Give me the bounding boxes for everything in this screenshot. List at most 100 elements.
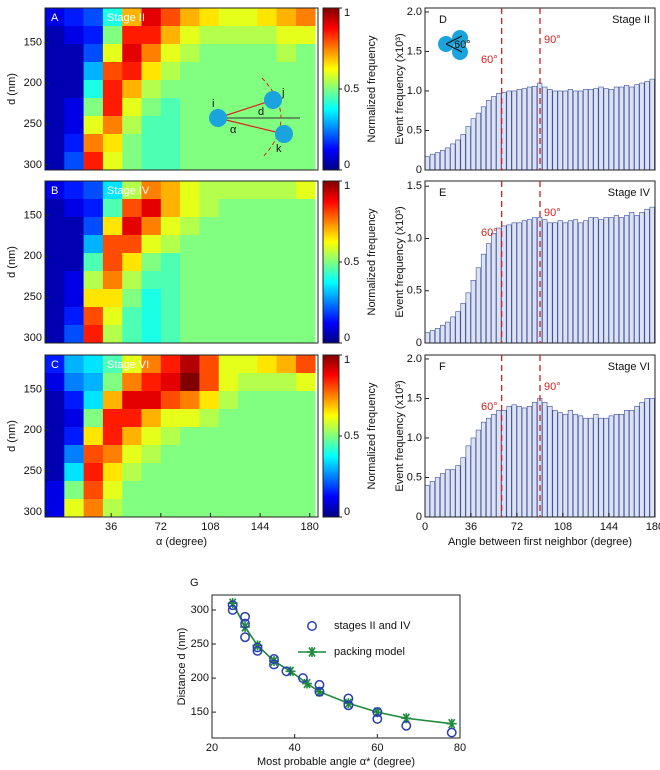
heatmap-cell <box>64 98 84 117</box>
heatmap-cell <box>257 355 277 374</box>
heatmap-cell <box>122 181 142 200</box>
data-point <box>372 713 383 724</box>
heatmap-cell <box>160 481 181 500</box>
heatmap-cell <box>122 116 142 135</box>
marker-label: 60° <box>481 401 498 413</box>
bar <box>644 398 650 518</box>
heatmap-cell <box>141 235 162 254</box>
heatmap-cell <box>141 373 162 392</box>
heatmap-cell <box>122 199 142 218</box>
heatmap-cell <box>199 217 220 236</box>
heatmap-cell <box>276 253 297 272</box>
y-tick-label: 0.5 <box>407 471 422 483</box>
y-tick-label: 1.5 <box>407 180 422 192</box>
heatmap-cell <box>122 217 142 236</box>
heatmap-cell <box>218 409 239 428</box>
bar <box>639 212 645 344</box>
heatmap-cell <box>45 307 65 326</box>
heatmap-cell <box>64 481 84 500</box>
heatmap-cell <box>64 325 84 344</box>
bar <box>475 429 481 518</box>
bar <box>547 406 553 518</box>
bar <box>644 208 650 344</box>
heatmap-cell <box>83 463 104 482</box>
heatmap-cell <box>141 253 162 272</box>
heatmap-cell <box>276 152 297 171</box>
heatmap-cell <box>295 199 316 218</box>
bar <box>450 143 456 171</box>
bar <box>644 81 650 171</box>
heatmap-cell <box>122 481 142 500</box>
heatmap-cell <box>199 44 220 63</box>
bar <box>613 215 619 344</box>
y-axis-label: d (nm) <box>6 73 18 105</box>
heatmap-cell <box>257 134 277 153</box>
heatmap-cell <box>64 181 84 200</box>
heatmap-cell <box>295 44 316 63</box>
bar <box>542 402 548 518</box>
bar <box>572 219 579 344</box>
colorbar-tick-label: 1 <box>344 354 350 366</box>
heatmap-cell <box>83 307 104 326</box>
heatmap-cell <box>64 199 84 218</box>
y-axis-label: d (nm) <box>6 420 18 452</box>
heatmap-cell <box>160 373 181 392</box>
heatmap-cell <box>180 217 200 236</box>
heatmap-cell <box>276 8 297 27</box>
bar <box>450 316 456 344</box>
bar <box>578 222 584 344</box>
heatmap-cell <box>257 445 277 464</box>
star-marker <box>240 622 251 633</box>
bar <box>634 406 640 518</box>
heatmap-cell <box>64 116 84 135</box>
heatmap-cell <box>64 235 84 254</box>
heatmap-cell <box>122 427 142 446</box>
heatmap-cell <box>199 409 220 428</box>
heatmap-cell <box>45 391 65 410</box>
heatmap-cell <box>160 134 181 153</box>
marker-label: 90° <box>544 207 561 219</box>
heatmap-cell <box>218 481 239 500</box>
inset-label: k <box>276 143 282 155</box>
heatmap-cell <box>45 152 65 171</box>
heatmap-cell <box>45 134 65 153</box>
colorbar-label: Normalized frequency <box>366 35 378 142</box>
bar <box>588 217 594 344</box>
heatmap-cell <box>199 289 220 308</box>
data-point <box>227 600 238 611</box>
inset-label: 60° <box>454 39 471 51</box>
heatmap-cell <box>160 152 181 171</box>
heatmap-cell <box>180 134 200 153</box>
heatmap-cell <box>238 199 258 218</box>
bar <box>450 469 456 518</box>
bar <box>557 412 563 518</box>
heatmap-cell <box>141 199 162 218</box>
heatmap-cell <box>83 355 104 374</box>
bar <box>480 421 487 518</box>
heatmap-cell <box>102 463 123 482</box>
bar <box>552 222 558 344</box>
bar <box>434 152 441 171</box>
y-tick-label: 0 <box>416 511 422 523</box>
heatmap-cell <box>160 271 181 290</box>
heatmap-cell <box>160 307 181 326</box>
bar <box>588 89 594 171</box>
heatmap-cell <box>257 391 277 410</box>
bar <box>578 90 584 171</box>
heatmap-cell <box>122 134 142 153</box>
heatmap-cell <box>218 463 239 482</box>
heatmap-cell <box>218 235 239 254</box>
stage-label: Stage II <box>612 14 650 26</box>
bar <box>608 217 614 344</box>
x-tick-label: 80 <box>454 742 466 754</box>
data-point <box>372 707 383 718</box>
y-tick-label: 1.0 <box>407 232 422 244</box>
data-point <box>297 673 308 684</box>
stage-label: Stage VI <box>107 359 149 371</box>
heatmap-cell <box>45 289 65 308</box>
bar <box>634 215 640 344</box>
heatmap-cell <box>295 499 316 518</box>
heatmap-cell <box>122 80 142 99</box>
heatmap-cell <box>295 253 316 272</box>
heatmap-cell <box>218 307 239 326</box>
